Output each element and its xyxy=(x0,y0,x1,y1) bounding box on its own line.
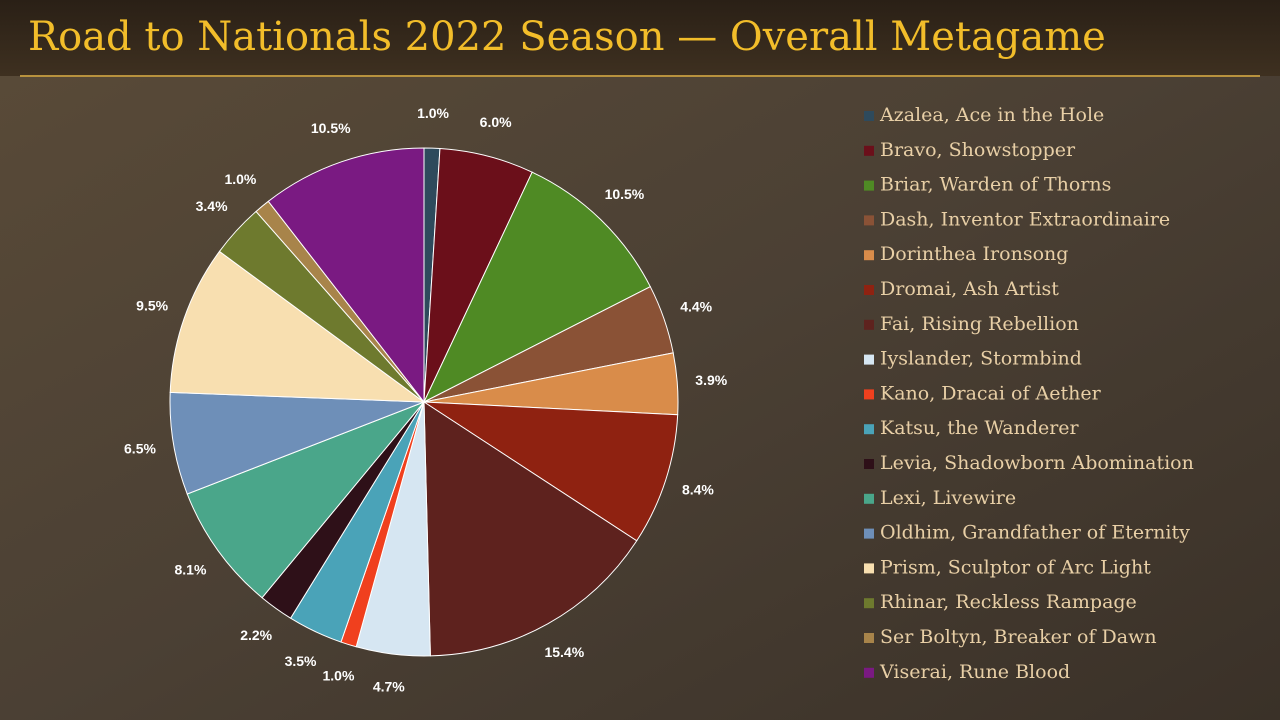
legend-label: Fai, Rising Rebellion xyxy=(880,313,1079,335)
legend-swatch xyxy=(864,215,874,226)
legend-swatch xyxy=(864,528,874,539)
data-label: 4.4% xyxy=(680,299,712,315)
legend-label: Ser Boltyn, Breaker of Dawn xyxy=(880,626,1157,648)
data-label: 3.9% xyxy=(695,372,727,388)
pie-slice xyxy=(169,250,426,403)
legend-swatch xyxy=(864,633,874,643)
data-label: 3.4% xyxy=(196,198,228,214)
data-label: 6.0% xyxy=(480,114,512,130)
pie-slice xyxy=(186,400,426,599)
legend-swatch xyxy=(864,250,874,261)
legend-label: Levia, Shadowborn Abomination xyxy=(880,452,1194,474)
pie-slice xyxy=(267,147,425,404)
pie: 1.0% 6.0% 10.5% 4.4% 3.9% 8.4% 15.4% 4.7% 1.0% 3.… xyxy=(124,105,728,695)
legend-label: Oldhim, Grandfather of Eternity xyxy=(880,522,1190,544)
legend-swatch xyxy=(864,598,874,609)
legend-swatch xyxy=(864,145,874,156)
legend-swatch xyxy=(864,319,874,330)
data-label: 3.5% xyxy=(285,653,317,669)
data-label: 2.2% xyxy=(240,627,272,643)
legend-label: Dromai, Ash Artist xyxy=(880,278,1059,300)
legend: Azalea, Ace in the Hole Bravo, Showstoppe… xyxy=(864,104,1194,683)
chart-title: Road to Nationals 2022 Season — Overall … xyxy=(28,14,1106,60)
legend-swatch xyxy=(864,389,874,400)
data-label: 8.1% xyxy=(175,561,207,577)
legend-label: Prism, Sculptor of Arc Light xyxy=(880,556,1151,578)
legend-label: Kano, Dracai of Aether xyxy=(880,382,1102,404)
data-label: 1.0% xyxy=(224,171,256,187)
legend-label: Dash, Inventor Extraordinaire xyxy=(880,208,1170,230)
legend-swatch xyxy=(864,111,874,121)
legend-swatch xyxy=(864,180,874,191)
data-label: 9.5% xyxy=(136,298,168,314)
data-label: 6.5% xyxy=(124,440,156,456)
legend-swatch xyxy=(864,563,874,574)
data-label: 10.5% xyxy=(605,186,645,202)
legend-label: Iyslander, Stormbind xyxy=(880,348,1082,370)
data-label: 1.0% xyxy=(417,105,449,121)
data-label: 1.0% xyxy=(322,668,354,684)
legend-label: Briar, Warden of Thorns xyxy=(880,174,1111,196)
data-label: 8.4% xyxy=(682,482,714,498)
pie-slice xyxy=(422,171,651,404)
legend-label: Azalea, Ace in the Hole xyxy=(879,104,1104,126)
legend-label: Bravo, Showstopper xyxy=(880,139,1076,161)
data-label: 4.7% xyxy=(373,679,405,695)
legend-label: Katsu, the Wanderer xyxy=(880,417,1080,439)
legend-swatch xyxy=(864,493,874,504)
header-bar xyxy=(0,0,1280,76)
legend-swatch xyxy=(864,459,874,469)
legend-swatch xyxy=(864,667,874,678)
legend-label: Rhinar, Reckless Rampage xyxy=(880,591,1137,613)
pie-slice xyxy=(423,401,638,657)
pie-slice xyxy=(422,401,679,542)
legend-label: Viserai, Rune Blood xyxy=(879,661,1070,683)
legend-label: Dorinthea Ironsong xyxy=(880,243,1068,265)
legend-label: Lexi, Livewire xyxy=(880,487,1016,509)
data-label: 15.4% xyxy=(544,644,584,660)
legend-swatch xyxy=(864,354,874,365)
data-label: 10.5% xyxy=(311,120,351,136)
legend-swatch xyxy=(864,285,874,295)
legend-swatch xyxy=(864,424,874,435)
